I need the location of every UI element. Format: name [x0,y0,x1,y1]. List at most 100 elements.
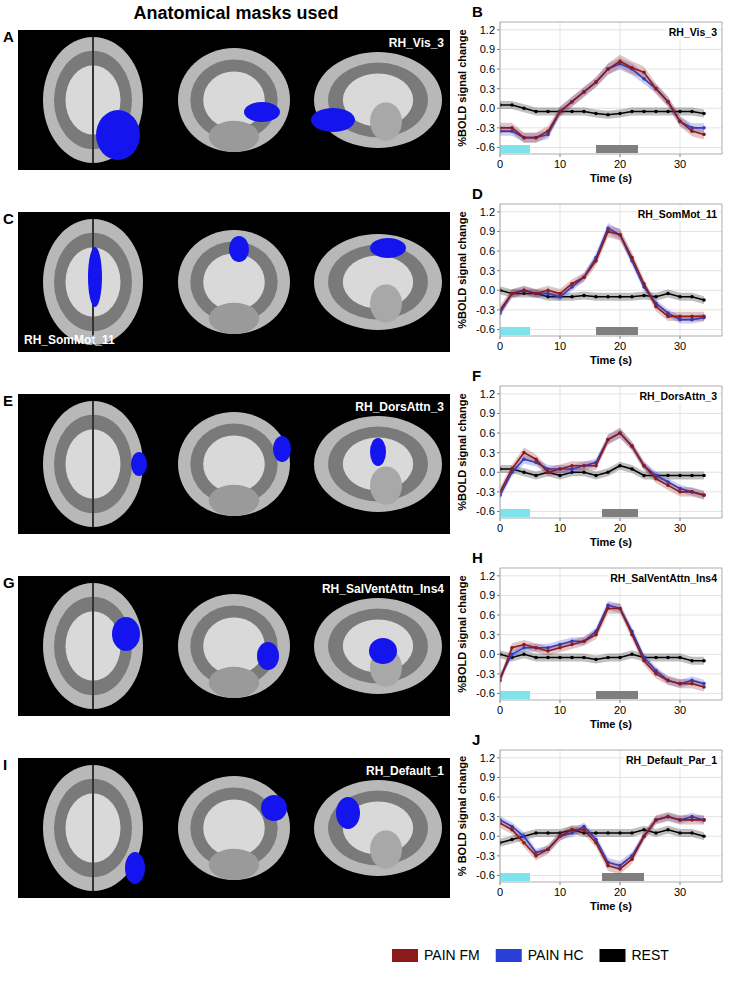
data-point [570,110,574,114]
y-tick-label: -0.3 [476,122,495,134]
data-point [678,682,682,686]
y-tick-label: 0.0 [480,102,495,114]
panel-letter: E [3,392,13,409]
x-tick-label: 0 [497,704,503,716]
brain-outline [43,401,143,527]
tick-mark [497,49,500,50]
panel-letter: G [3,574,15,591]
mask-background [18,212,450,352]
data-point [666,815,670,819]
data-point [534,831,538,835]
data-point [666,474,670,478]
data-point [606,230,610,234]
data-point [678,120,682,124]
grid-line [680,386,681,518]
data-point [702,493,706,497]
series-line [500,609,704,687]
grid-line [500,49,722,50]
tick-mark [620,336,621,339]
y-tick-label: 0.6 [480,427,495,439]
x-tick-label: 10 [554,158,566,170]
data-point [618,831,622,835]
data-point [582,470,586,474]
tick-mark [497,329,500,330]
data-point [582,828,586,832]
panel-letter: D [472,185,483,202]
brain-stem [370,466,402,504]
tick-mark [500,882,501,885]
data-point [510,292,514,296]
data-point [618,656,622,660]
tick-mark [680,700,681,703]
plot-frame [500,750,722,882]
grid-line [500,595,722,596]
tick-mark [497,816,500,817]
data-point [546,656,550,660]
brain-midline [92,765,94,891]
x-axis-title: Time (s) [590,354,632,366]
data-point [546,110,550,114]
tick-mark [620,882,621,885]
data-point [558,656,562,660]
plot-area [500,204,722,336]
tick-mark [560,882,561,885]
grid-line [500,270,722,271]
tick-mark [680,154,681,157]
grid-line [500,88,722,89]
tick-mark [497,413,500,414]
data-point [642,282,646,286]
legend-label: PAIN FM [424,947,480,963]
mask-panel: GRH_SalVentAttn_Ins4 [3,574,450,716]
y-tick-label: 0.6 [480,791,495,803]
data-point [630,857,634,861]
data-point [522,136,526,140]
data-point [546,129,550,133]
data-point [630,467,634,471]
data-point [594,633,598,637]
x-tick-label: 10 [554,522,566,534]
data-point [654,656,658,660]
data-point [570,828,574,832]
tick-mark [500,700,501,703]
grid-line [560,568,561,700]
title-patch [608,571,719,585]
data-point [618,233,622,237]
data-point [654,831,658,835]
data-point [630,444,634,448]
x-axis-title: Time (s) [590,172,632,184]
data-point [522,106,526,110]
error-band [500,650,704,664]
y-tick-label: 0.6 [480,63,495,75]
tick-mark [497,251,500,252]
grid-line [620,568,621,700]
data-point [654,818,658,822]
data-point [594,474,598,478]
tick-mark [680,336,681,339]
y-tick-label: 1.2 [480,570,495,582]
data-point [582,110,586,114]
chart: -0.6-0.30.00.30.60.91.20102030RH_Vis_3%B… [456,3,722,184]
x-tick-label: 0 [497,522,503,534]
stimulus-band [596,327,638,335]
data-point [606,438,610,442]
data-point [510,292,514,296]
mask-region [261,795,287,821]
grid-line [500,634,722,635]
y-tick-label: 0.3 [480,629,495,641]
data-point [702,818,706,822]
y-tick-label: -0.6 [476,505,495,517]
brain-midline [92,583,94,709]
tick-mark [497,575,500,576]
data-point [642,659,646,663]
y-tick-label: 1.2 [480,206,495,218]
panel-letter: I [3,756,7,773]
data-point [630,66,634,70]
brain-outline [178,48,290,152]
tick-mark [497,836,500,837]
data-point [678,818,682,822]
title-patch [636,207,720,221]
panel-letter: F [472,367,481,384]
data-point [618,464,622,468]
y-tick-label: 0.9 [480,225,495,237]
data-point [654,87,658,91]
